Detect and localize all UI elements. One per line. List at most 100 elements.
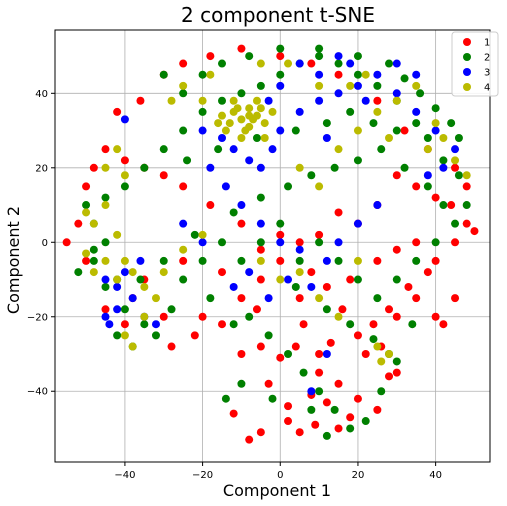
- series-4-point: [362, 71, 370, 79]
- series-2-point: [284, 182, 292, 190]
- series-3-point: [354, 220, 362, 228]
- series-2-point: [401, 164, 409, 172]
- series-4-point: [101, 201, 109, 209]
- series-1-point: [90, 164, 98, 172]
- series-2-point: [362, 417, 370, 425]
- series-1-point: [292, 343, 300, 351]
- series-2-point: [401, 74, 409, 82]
- series-1-point: [369, 320, 377, 328]
- series-4-point: [179, 82, 187, 90]
- series-2-point: [354, 156, 362, 164]
- series-2-point: [385, 60, 393, 68]
- series-2-point: [292, 283, 300, 291]
- series-1-point: [432, 313, 440, 321]
- series-2-point: [412, 257, 420, 265]
- series-2-point: [424, 134, 432, 142]
- series-1-point: [179, 257, 187, 265]
- series-3-point: [315, 71, 323, 79]
- series-3-point: [335, 52, 343, 60]
- series-4-point: [113, 145, 121, 153]
- series-3-point: [373, 201, 381, 209]
- series-1-point: [451, 164, 459, 172]
- series-3-point: [265, 294, 273, 302]
- series-1-point: [335, 208, 343, 216]
- series-1-point: [323, 283, 331, 291]
- series-2-point: [432, 238, 440, 246]
- series-3-point: [307, 387, 315, 395]
- series-2-point: [354, 276, 362, 284]
- series-1-point: [327, 339, 335, 347]
- series-4-point: [439, 134, 447, 142]
- legend-marker-3: [463, 68, 471, 76]
- series-2-point: [335, 60, 343, 68]
- series-1-point: [393, 171, 401, 179]
- series-2-point: [377, 387, 385, 395]
- series-1-point: [296, 428, 304, 436]
- series-3-point: [296, 60, 304, 68]
- series-1-point: [463, 182, 471, 190]
- series-4-point: [253, 97, 261, 105]
- series-2-point: [191, 231, 199, 239]
- series-2-point: [245, 52, 253, 60]
- series-4-point: [82, 208, 90, 216]
- series-4-point: [121, 171, 129, 179]
- series-2-point: [307, 171, 315, 179]
- series-3-point: [346, 60, 354, 68]
- series-3-point: [230, 145, 238, 153]
- series-4-point: [335, 145, 343, 153]
- series-2-point: [160, 257, 168, 265]
- series-3-point: [237, 201, 245, 209]
- legend: 1 2 3 4: [452, 32, 498, 96]
- series-4-point: [315, 182, 323, 190]
- series-4-point: [129, 268, 137, 276]
- series-2-point: [222, 395, 230, 403]
- series-2-point: [265, 331, 273, 339]
- series-1-point: [237, 45, 245, 53]
- series-3-point: [335, 89, 343, 97]
- series-1-point: [191, 331, 199, 339]
- series-1-point: [257, 246, 265, 254]
- series-4-point: [377, 357, 385, 365]
- series-3-point: [129, 294, 137, 302]
- series-1-point: [315, 369, 323, 377]
- series-1-point: [276, 52, 284, 60]
- series-2-point: [276, 71, 284, 79]
- series-1-point: [136, 97, 144, 105]
- series-1-point: [412, 238, 420, 246]
- series-3-point: [222, 182, 230, 190]
- series-3-point: [424, 171, 432, 179]
- series-2-point: [354, 52, 362, 60]
- series-4-point: [121, 257, 129, 265]
- y-axis-title: Component 2: [4, 206, 23, 314]
- y-tick-label: 20: [35, 163, 48, 174]
- series-1-point: [385, 372, 393, 380]
- series-2-point: [121, 182, 129, 190]
- series-2-point: [160, 71, 168, 79]
- series-2-point: [160, 145, 168, 153]
- series-2-point: [206, 294, 214, 302]
- series-2-point: [253, 134, 261, 142]
- series-3-point: [199, 238, 207, 246]
- series-1-point: [447, 201, 455, 209]
- series-1-point: [401, 127, 409, 135]
- series-1-point: [101, 145, 109, 153]
- series-4-point: [261, 119, 269, 127]
- series-3-point: [101, 313, 109, 321]
- series-3-point: [354, 82, 362, 90]
- series-2-point: [369, 119, 377, 127]
- series-2-point: [354, 71, 362, 79]
- series-1-point: [354, 395, 362, 403]
- legend-label-1: 1: [484, 38, 490, 49]
- series-2-point: [168, 305, 176, 313]
- series-2-point: [237, 380, 245, 388]
- series-1-point: [237, 294, 245, 302]
- series-2-point: [323, 119, 331, 127]
- series-4-point: [152, 294, 160, 302]
- series-2-point: [377, 145, 385, 153]
- series-2-point: [300, 369, 308, 377]
- series-4-point: [214, 119, 222, 127]
- series-2-point: [323, 432, 331, 440]
- series-1-point: [393, 313, 401, 321]
- series-2-point: [230, 320, 238, 328]
- legend-box: [452, 32, 498, 96]
